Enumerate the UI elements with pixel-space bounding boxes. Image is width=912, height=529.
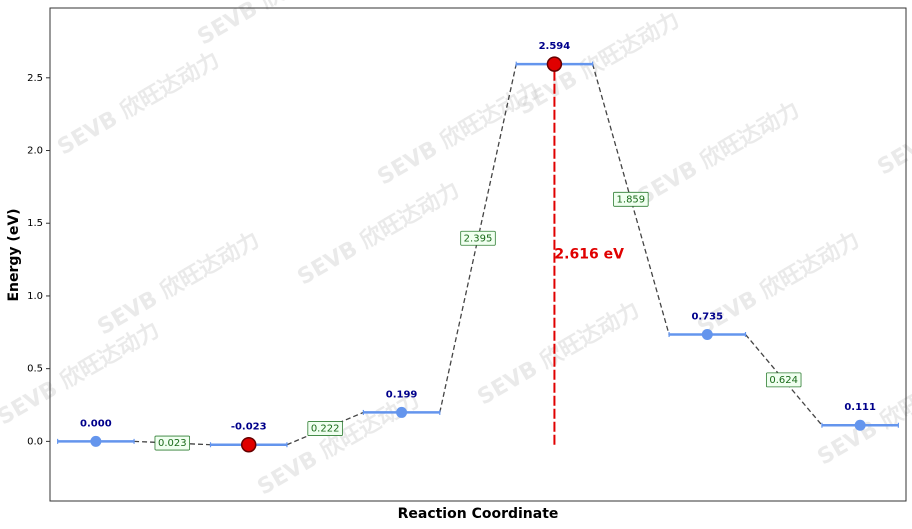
difference-label-group: 0.624 xyxy=(765,372,802,388)
y-tick-label: 2.5 xyxy=(27,73,43,84)
state-point xyxy=(701,328,713,340)
difference-label: 0.222 xyxy=(311,424,340,435)
y-tick-label: 0.5 xyxy=(27,364,43,375)
state-point xyxy=(396,406,408,418)
value-label: 0.199 xyxy=(386,389,418,400)
watermark: SEVB 欣旺达动力 xyxy=(0,317,164,431)
value-label: -0.023 xyxy=(231,422,267,433)
watermark: SEVB 欣旺达动力 xyxy=(813,357,912,471)
difference-box xyxy=(307,421,343,436)
connector xyxy=(134,440,211,446)
difference-box xyxy=(154,435,191,451)
state-point xyxy=(854,419,866,431)
y-tick-label: 2.0 xyxy=(27,146,43,157)
value-label: 0.111 xyxy=(844,402,876,413)
value-label: 0.000 xyxy=(80,418,112,429)
y-tick-label: 0.0 xyxy=(27,436,43,447)
plot-frame xyxy=(49,7,907,502)
watermark: SEVB 欣旺达动力 xyxy=(93,227,264,341)
state-point xyxy=(90,435,102,447)
difference-label: 2.395 xyxy=(464,233,493,244)
difference-box xyxy=(613,191,649,207)
value-label: 0.735 xyxy=(691,311,723,322)
watermark: SEVB 欣旺达动力 xyxy=(53,47,224,161)
difference-label-group: 0.023 xyxy=(154,435,191,451)
difference-label: 1.859 xyxy=(617,194,646,205)
difference-label: 0.023 xyxy=(158,438,187,449)
watermark: SEVB 欣旺达动力 xyxy=(693,227,864,341)
value-label: 2.594 xyxy=(539,41,571,52)
difference-label-group: 1.859 xyxy=(613,191,649,207)
y-tick-label: 1.5 xyxy=(27,218,43,229)
watermark: SEVB 欣旺达动力 xyxy=(473,297,644,411)
watermark: SEVB 欣旺达动力 xyxy=(373,77,544,191)
y-tick-label: 1.0 xyxy=(27,291,43,302)
difference-label-group: 2.395 xyxy=(460,230,496,246)
difference-box xyxy=(460,230,496,246)
watermark: SEVB 欣旺达动力 xyxy=(293,177,464,291)
state-point xyxy=(546,56,563,72)
barrier-label: 2.616 eV xyxy=(554,246,624,262)
watermark: SEVB 欣旺达动力 xyxy=(633,97,804,211)
difference-label: 0.624 xyxy=(769,375,798,386)
y-axis-title: Energy (eV) xyxy=(6,208,22,301)
x-axis-title: Reaction Coordinate xyxy=(398,506,559,522)
difference-label-group: 0.222 xyxy=(307,421,343,436)
state-point xyxy=(240,436,257,453)
difference-box xyxy=(765,372,802,388)
